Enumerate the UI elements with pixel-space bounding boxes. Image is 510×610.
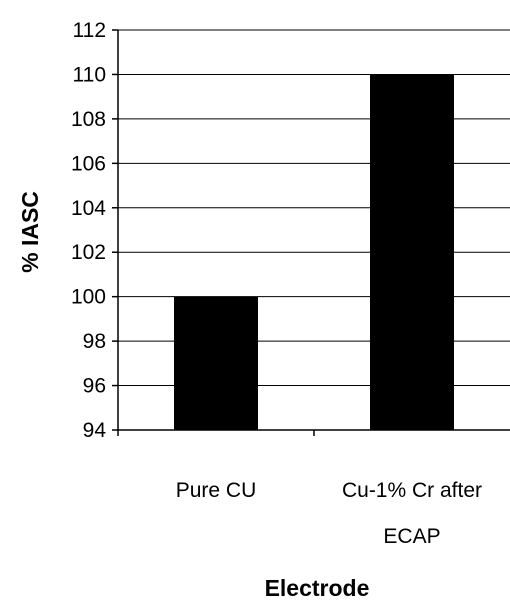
y-tick-label-104: 104 [71, 197, 106, 220]
y-tick-label-106: 106 [71, 152, 106, 175]
x-category-label-2: Cu-1% Cr after ECAP [342, 479, 482, 548]
x-category-label-1: Pure CU [176, 479, 257, 502]
x-axis-title: Electrode [265, 575, 370, 601]
bar-2 [370, 74, 454, 430]
y-tick-label-102: 102 [71, 241, 106, 264]
y-tick-label-100: 100 [71, 286, 106, 309]
axes [112, 29, 510, 436]
y-axis-title: % IASC [17, 191, 43, 273]
y-tick-label-110: 110 [73, 63, 106, 86]
bars [174, 74, 454, 430]
y-tick-label-108: 108 [71, 108, 106, 131]
bar-1 [174, 296, 258, 430]
y-tick-label-98: 98 [83, 330, 106, 353]
y-tick-label-94: 94 [83, 419, 107, 442]
y-tick-label-112: 112 [73, 19, 106, 42]
y-tick-labels: 94 96 98 100 102 104 106 108 110 112 [71, 19, 106, 442]
y-tick-label-96: 96 [83, 375, 106, 398]
x-category-labels: Pure CU Cu-1% Cr after ECAP [176, 479, 482, 548]
